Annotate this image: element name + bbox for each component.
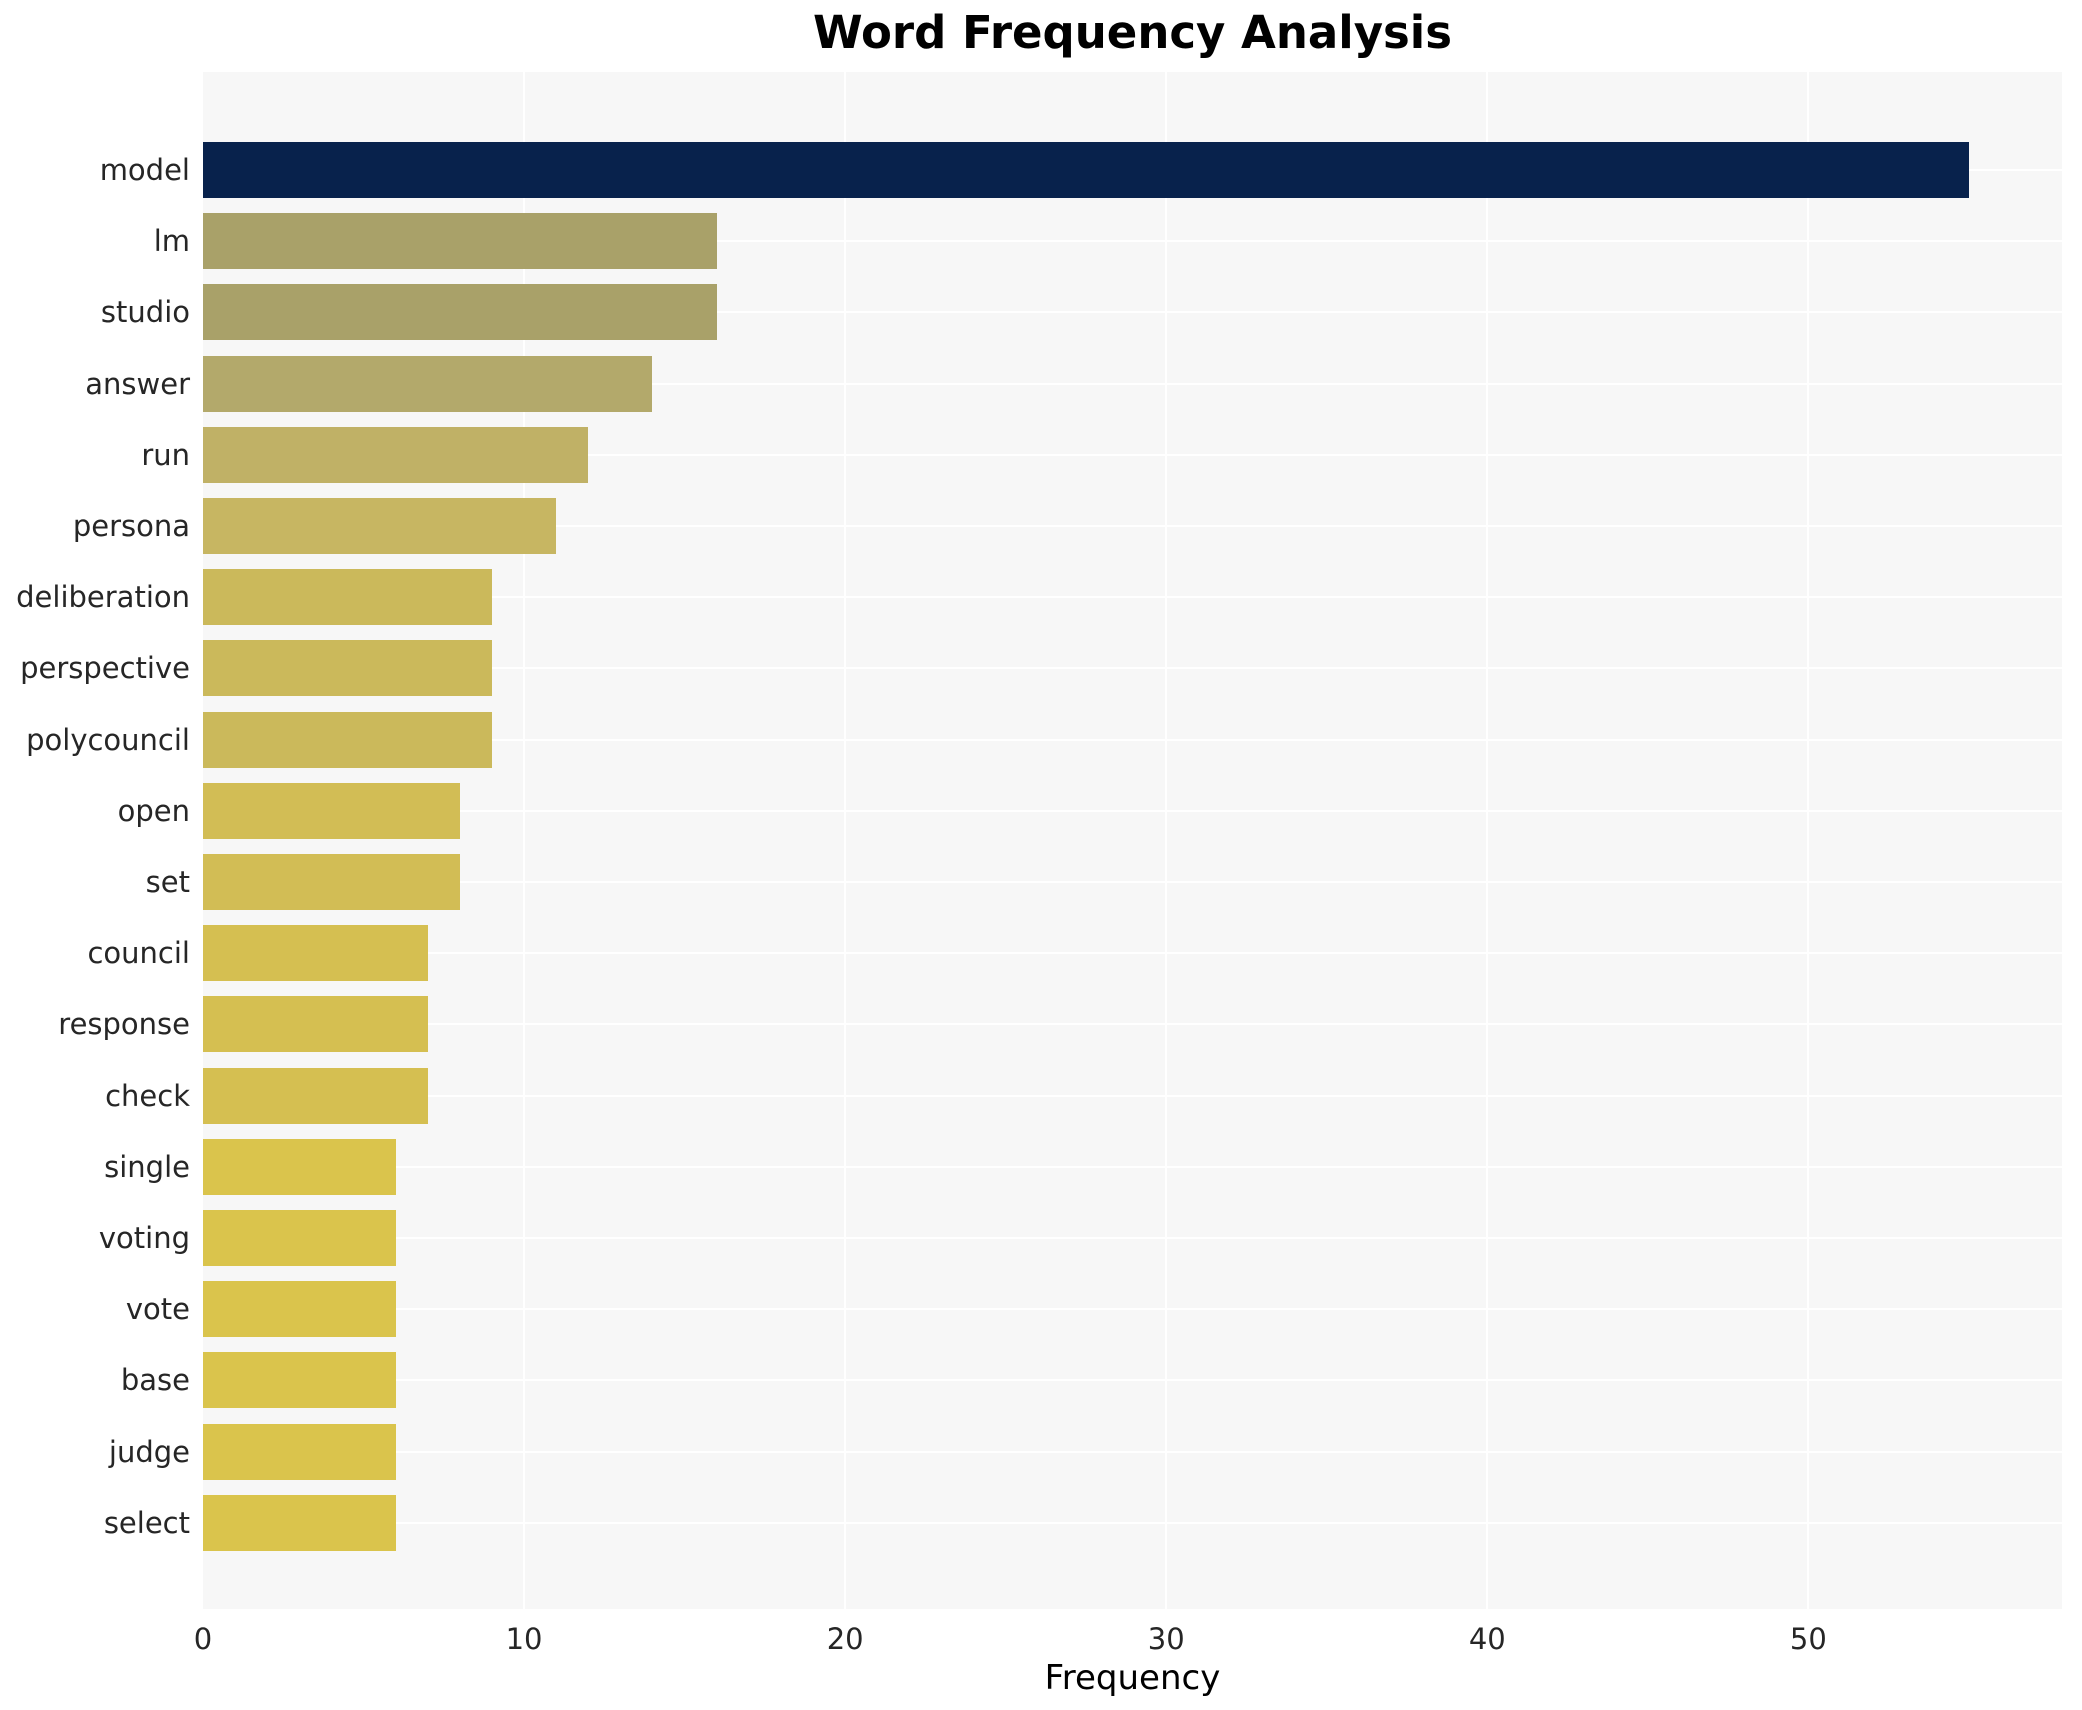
bar-set (203, 854, 460, 910)
x-tick-label-30: 30 (1147, 1622, 1185, 1656)
h-gridline (203, 1237, 2062, 1239)
y-axis-label-lm: lm (153, 224, 190, 259)
h-gridline (203, 1521, 2062, 1524)
v-gridline (1165, 72, 1168, 1609)
h-gridline (203, 1094, 2062, 1097)
y-axis-label-judge: judge (108, 1434, 190, 1469)
y-axis-label-check: check (105, 1078, 190, 1113)
y-axis-label-response: response (58, 1007, 190, 1042)
h-gridline (203, 311, 2062, 314)
v-gridline (1807, 72, 1810, 1609)
y-axis-label-polycouncil: polycouncil (26, 722, 190, 757)
h-gridline (203, 453, 2062, 456)
y-axis-label-select: select (103, 1505, 190, 1540)
y-axis-label-studio: studio (100, 295, 190, 330)
y-axis-label-persona: persona (72, 509, 190, 543)
h-gridline (203, 525, 2062, 527)
plot-panel (203, 72, 2062, 1609)
bar-lm (203, 213, 717, 270)
bar-check (203, 1067, 428, 1124)
y-axis-label-single: single (104, 1149, 190, 1184)
x-axis-title: Frequency (1044, 1658, 1221, 1698)
x-tick-label-0: 0 (193, 1622, 213, 1656)
chart-title: Word Frequency Analysis (812, 6, 1453, 59)
h-gridline (203, 1379, 2062, 1382)
bar-perspective (203, 640, 492, 697)
y-axis-label-deliberation: deliberation (16, 580, 190, 615)
v-gridline (523, 72, 526, 1609)
x-tick-label-10: 10 (505, 1622, 543, 1656)
h-gridline (203, 881, 2062, 883)
y-axis-label-run: run (141, 437, 190, 472)
bar-run (203, 426, 589, 483)
y-axis-label-open: open (117, 793, 190, 828)
h-gridline (203, 738, 2062, 741)
bar-single (203, 1138, 396, 1195)
bar-studio (203, 284, 717, 341)
h-gridline (203, 240, 2062, 243)
h-gridline (203, 1308, 2062, 1311)
bar-voting (203, 1210, 396, 1266)
y-axis-label-voting: voting (98, 1221, 190, 1255)
bar-open (203, 782, 460, 839)
y-axis-label-council: council (87, 936, 190, 971)
y-axis-label-set: set (145, 865, 190, 899)
bar-vote (203, 1281, 396, 1338)
bar-judge (203, 1423, 396, 1480)
bar-persona (203, 498, 557, 554)
y-axis-label-model: model (99, 153, 190, 187)
x-tick-label-20: 20 (826, 1622, 864, 1656)
x-tick-label-40: 40 (1468, 1622, 1506, 1656)
h-gridline (203, 1165, 2062, 1168)
h-gridline (203, 952, 2062, 955)
h-gridline (203, 667, 2062, 670)
bar-answer (203, 355, 653, 412)
h-gridline (203, 809, 2062, 812)
y-axis-label-base: base (120, 1363, 190, 1398)
bar-model (203, 142, 1969, 198)
y-axis-label-answer: answer (85, 366, 190, 401)
h-gridline (203, 382, 2062, 385)
bar-council (203, 925, 428, 982)
v-gridline (1486, 72, 1489, 1609)
y-axis-label-perspective: perspective (20, 651, 190, 686)
h-gridline (203, 1450, 2062, 1453)
bar-deliberation (203, 569, 492, 626)
bar-polycouncil (203, 711, 492, 768)
h-gridline (203, 596, 2062, 599)
x-tick-label-50: 50 (1789, 1622, 1827, 1656)
h-gridline (203, 1023, 2062, 1026)
bar-base (203, 1352, 396, 1409)
y-axis-label-vote: vote (125, 1292, 190, 1327)
bar-response (203, 996, 428, 1053)
bar-select (203, 1494, 396, 1551)
v-gridline (844, 72, 847, 1609)
